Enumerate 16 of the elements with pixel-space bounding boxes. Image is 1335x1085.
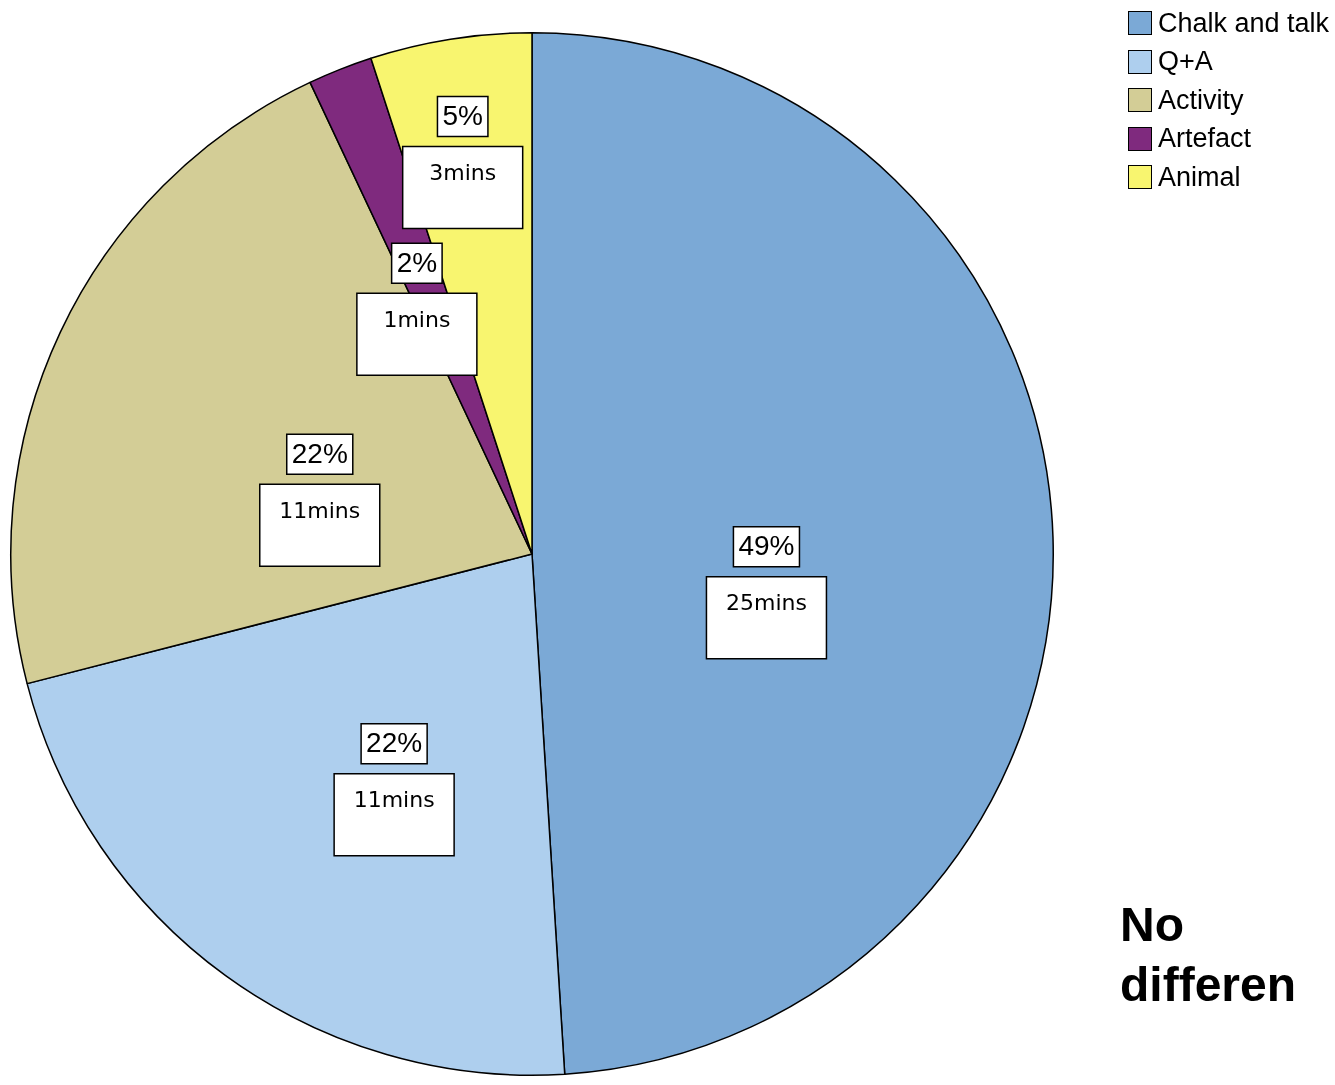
data-label: 49% [738, 530, 795, 562]
legend-label: Animal [1157, 161, 1241, 193]
data-label: 5% [442, 100, 483, 132]
data-label: 2% [396, 246, 438, 278]
data-label: 22% [366, 727, 423, 759]
text: No differen [1120, 897, 1297, 1013]
text: 3mins [429, 160, 497, 186]
legend-label: Activity [1157, 84, 1244, 116]
text: 11mins [279, 497, 361, 523]
legend-label: Chalk and talk [1157, 7, 1329, 39]
data-label: 22% [291, 437, 348, 469]
text: 11mins [353, 787, 435, 813]
legend-label: Artefact [1157, 123, 1251, 155]
text: 1mins [383, 306, 451, 332]
legend-label: Q+A [1157, 46, 1213, 78]
text: 25mins [725, 590, 807, 616]
